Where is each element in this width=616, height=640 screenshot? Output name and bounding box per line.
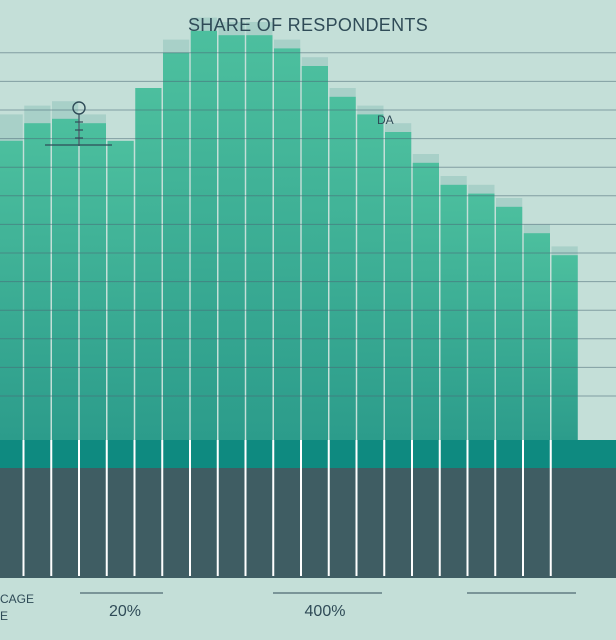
base-band <box>0 468 616 578</box>
x-tick-label: 400% <box>305 603 346 620</box>
bar <box>246 35 273 440</box>
bar <box>52 118 79 441</box>
bar <box>385 132 412 440</box>
column-dividers <box>22 440 552 576</box>
x-tick-label: 20% <box>109 603 141 620</box>
bar <box>468 193 495 440</box>
bar <box>135 88 162 440</box>
bar <box>523 233 550 440</box>
annotation-label: DA <box>377 113 394 127</box>
bar <box>0 140 23 441</box>
bar <box>218 35 245 440</box>
bar <box>163 52 190 441</box>
bar <box>551 255 578 440</box>
chart-title: SHARE OF RESPONDENTS <box>188 15 428 35</box>
bar <box>357 114 384 441</box>
bars <box>0 17 578 441</box>
teal-band <box>0 440 616 468</box>
gridlines <box>0 52 616 397</box>
bar <box>274 48 301 441</box>
bar <box>440 184 467 440</box>
bar <box>107 140 134 441</box>
pin-marker <box>45 101 112 146</box>
axis-caption-line: CAGE <box>0 592 34 606</box>
axis-caption-line: E <box>0 609 8 623</box>
bar <box>496 206 523 440</box>
bar <box>329 96 356 441</box>
bar <box>190 30 217 441</box>
bar <box>412 162 439 441</box>
